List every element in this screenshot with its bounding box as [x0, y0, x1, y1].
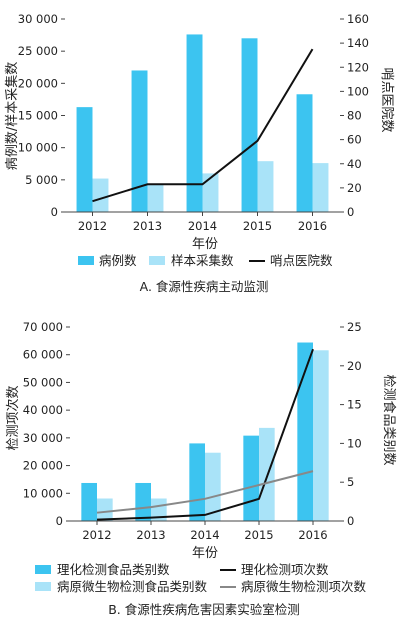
bar-2-2012 — [97, 498, 113, 521]
bar-1-2015 — [243, 435, 259, 521]
x-axis-title: 年份 — [192, 546, 218, 561]
series-line-2 — [96, 470, 314, 514]
bar-marks — [81, 342, 329, 521]
left-axis-ticks: 0 10 000 20 000 30 000 40 000 50 000 60 000 70 … — [23, 320, 70, 528]
bar-2-2016 — [312, 163, 329, 212]
right-tick-label: 20 — [347, 359, 362, 373]
x-tick-label: 2014 — [188, 219, 217, 233]
legend-label-1: 理化检测食品类别数 — [57, 562, 170, 577]
line-marks — [92, 48, 314, 203]
x-tick-label: 2013 — [133, 219, 162, 233]
right-tick-label: 0 — [347, 205, 354, 219]
legend-label-2: 样本采集数 — [171, 253, 234, 268]
right-tick-label: 20 — [347, 181, 362, 195]
chart-b-title: B. 食源性疾病危害因素实验室检测 — [108, 602, 300, 617]
left-tick-label: 20 000 — [23, 459, 63, 473]
legend: 病例数 样本采集数 哨点医院数 — [78, 253, 333, 268]
bar-1-2013 — [131, 70, 148, 212]
bar-1-2014 — [189, 443, 205, 521]
right-tick-label: 5 — [347, 475, 354, 489]
legend-swatch-bar-2 — [149, 256, 165, 265]
y2-axis-title: 检测食品类别数 — [381, 374, 397, 465]
bar-2-2016 — [313, 350, 329, 521]
x-tick-label: 2014 — [190, 528, 219, 542]
series-line-1 — [96, 348, 314, 521]
right-tick-label: 15 — [347, 398, 362, 412]
x-tick-label: 2016 — [298, 528, 327, 542]
bar-1-2014 — [186, 34, 203, 212]
y2-axis-title: 哨点医院数 — [379, 67, 394, 132]
legend-label-3: 哨点医院数 — [270, 253, 333, 268]
x-tick-labels: 2012 2013 2014 2015 2016 — [82, 521, 328, 542]
x-tick-label: 2012 — [82, 528, 111, 542]
x-tick-label: 2012 — [78, 219, 107, 233]
bar-2-2014 — [202, 173, 219, 212]
legend-swatch-bar-3 — [35, 582, 51, 591]
left-tick-label: 25 000 — [18, 44, 58, 58]
right-tick-label: 120 — [347, 60, 369, 74]
bar-marks — [76, 34, 329, 212]
left-tick-label: 50 000 — [23, 375, 63, 389]
x-tick-label: 2015 — [243, 219, 272, 233]
bar-1-2016 — [297, 342, 313, 521]
right-tick-label: 40 — [347, 157, 362, 171]
legend-label-2: 理化检测项次数 — [241, 562, 329, 577]
chart-a-title: A. 食源性疾病主动监测 — [140, 279, 269, 294]
legend-label-4: 病原微生物检测项次数 — [241, 579, 367, 594]
left-tick-label: 5 000 — [25, 173, 58, 187]
left-tick-label: 30 000 — [18, 12, 58, 26]
bar-1-2012 — [76, 107, 93, 212]
left-tick-label: 40 000 — [23, 403, 63, 417]
right-tick-label: 140 — [347, 36, 369, 50]
right-tick-label: 100 — [347, 84, 369, 98]
y-axis-title: 病例数/样本采集数 — [4, 62, 20, 170]
left-tick-label: 0 — [56, 514, 63, 528]
bar-2-2015 — [257, 161, 274, 212]
chart-b: 0 10 000 20 000 30 000 40 000 50 000 60 000 70 … — [5, 320, 397, 617]
legend: 理化检测食品类别数 理化检测项次数 病原微生物检测食品类别数 病原微生物检测项次… — [35, 562, 367, 594]
bar-1-2016 — [296, 94, 313, 212]
line-marks — [96, 348, 314, 521]
left-tick-label: 10 000 — [23, 486, 63, 500]
x-axis-title: 年份 — [192, 237, 218, 252]
left-tick-label: 10 000 — [18, 141, 58, 155]
left-tick-label: 0 — [51, 205, 58, 219]
bar-1-2015 — [241, 38, 258, 212]
bar-2-2012 — [92, 178, 109, 212]
bar-2-2013 — [147, 184, 164, 212]
bar-2-2014 — [205, 452, 221, 521]
x-tick-label: 2016 — [298, 219, 327, 233]
right-tick-label: 0 — [347, 514, 354, 528]
bar-1-2012 — [81, 482, 97, 521]
legend-swatch-bar-1 — [78, 256, 94, 265]
right-tick-label: 160 — [347, 12, 369, 26]
x-tick-label: 2013 — [136, 528, 165, 542]
bar-1-2013 — [135, 482, 151, 521]
right-axis-ticks: 0 20 40 60 80 100 120 140 160 — [340, 12, 369, 219]
y-axis-title: 检测项次数 — [5, 385, 21, 450]
left-tick-label: 20 000 — [18, 76, 58, 90]
bar-2-2013 — [151, 498, 167, 521]
left-tick-label: 30 000 — [23, 431, 63, 445]
left-tick-label: 70 000 — [23, 320, 63, 334]
left-tick-label: 15 000 — [18, 109, 58, 123]
left-tick-label: 60 000 — [23, 348, 63, 362]
legend-swatch-bar-1 — [35, 565, 51, 574]
right-tick-label: 60 — [347, 133, 362, 147]
legend-label-1: 病例数 — [99, 253, 137, 268]
legend-label-3: 病原微生物检测食品类别数 — [57, 579, 208, 594]
right-tick-label: 10 — [347, 436, 362, 450]
right-tick-label: 25 — [347, 320, 362, 334]
x-tick-labels: 2012 2013 2014 2015 2016 — [78, 212, 327, 233]
left-axis-ticks: 0 5 000 10 000 15 000 20 000 25 000 30 000 — [18, 12, 65, 219]
right-axis-ticks: 0 5 10 15 20 25 — [340, 320, 362, 528]
right-tick-label: 80 — [347, 109, 362, 123]
series-line-1 — [92, 48, 314, 203]
chart-a: 0 5 000 10 000 15 000 20 000 25 000 30 000 0 20… — [4, 12, 394, 294]
x-tick-label: 2015 — [244, 528, 273, 542]
